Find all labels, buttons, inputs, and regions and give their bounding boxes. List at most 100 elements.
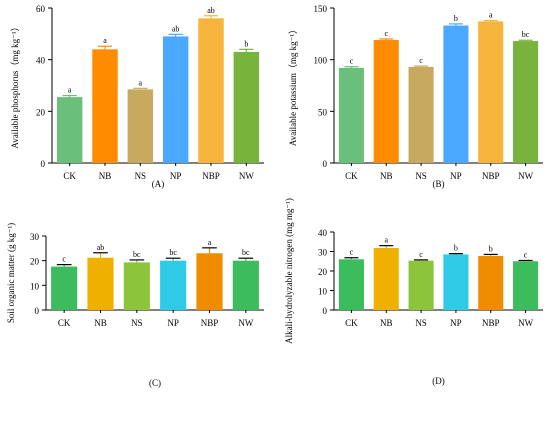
panel-a-x-tick-label: NP — [170, 171, 182, 181]
panel-b-y-tick-label: 100 — [314, 56, 328, 66]
panel-a-y-tick-label: 40 — [36, 56, 46, 66]
panel-b-x-tick-label: NW — [518, 171, 533, 181]
panel-b-significance-letter: c — [350, 57, 354, 66]
panel-c-bar-nbp — [196, 253, 223, 310]
panel-a-y-tick-label: 60 — [36, 4, 46, 14]
panel-d-significance-letter: a — [384, 236, 388, 245]
panel-a-x-tick-label: NW — [239, 171, 254, 181]
panel-d-y-tick-label: 20 — [318, 267, 328, 277]
panel-a-significance-letter: ab — [207, 6, 215, 15]
panel-c-bar-nw — [232, 260, 259, 310]
panel-d-significance-letter: c — [419, 250, 423, 259]
panel-b-y-axis-title: Available potassium（mg kg⁻¹） — [288, 25, 298, 146]
panel-d-x-tick-label: CK — [345, 318, 358, 328]
panel-a-y-tick-label: 0 — [41, 159, 46, 169]
panel-a-x-tick-label: NS — [135, 171, 147, 181]
panel-b-bar-nb — [373, 40, 399, 163]
panel-a-x-tick-label: NB — [99, 171, 112, 181]
panel-b-bar-np — [443, 25, 469, 163]
panel-a-bar-nb — [92, 49, 118, 164]
panel-a-bar-nw — [233, 51, 260, 163]
panel-d-y-axis-title: Alkali-hydrolyzable nitrogen (mg mg⁻¹) — [284, 198, 294, 344]
panel-c-x-tick-label: NP — [167, 318, 179, 328]
panel-b-y-tick-label: 50 — [318, 107, 328, 117]
panel-c-bar-np — [160, 260, 187, 310]
panel-c-significance-letter: bc — [169, 248, 177, 257]
panel-d-bar-np — [443, 254, 469, 310]
panel-d-panel-label: (D) — [432, 376, 445, 386]
panel-d-x-tick-label: NW — [518, 318, 533, 328]
panel-b-bar-ns — [408, 66, 434, 163]
panel-a-bar-ns — [127, 89, 154, 163]
panel-a-panel-label: (A) — [152, 179, 165, 189]
panel-c-y-tick-label: 0 — [35, 306, 40, 316]
panel-d-bar-ns — [408, 260, 434, 310]
panel-c-significance-letter: bc — [133, 250, 141, 259]
panel-a-significance-letter: a — [68, 86, 72, 95]
panel-b-significance-letter: b — [454, 14, 458, 23]
panel-c-y-tick-label: 30 — [30, 232, 40, 242]
panel-b-x-tick-label: NS — [415, 171, 427, 181]
panel-c-y-tick-label: 20 — [30, 257, 40, 267]
panel-d-bar-nb — [373, 247, 399, 310]
panel-c-x-tick-label: NBP — [201, 318, 219, 328]
panel-d-x-tick-label: NP — [450, 318, 462, 328]
panel-c-x-tick-label: NS — [131, 318, 143, 328]
chart-panel-b: 0 50 100 150 c CK c NB c NS b NP a NBP bc NW Available p… — [288, 4, 543, 189]
panel-a-significance-letter: b — [244, 39, 248, 48]
panel-d-x-tick-label: NS — [415, 318, 427, 328]
panel-c-significance-letter: c — [62, 255, 66, 264]
panel-d-x-tick-label: NBP — [482, 318, 500, 328]
panel-c-y-tick-label: 10 — [30, 281, 40, 291]
panel-b-y-tick-label: 150 — [314, 4, 328, 14]
panel-a-x-tick-label: CK — [63, 171, 76, 181]
panel-c-significance-letter: ab — [97, 243, 105, 252]
panel-c-x-tick-label: NW — [238, 318, 253, 328]
panel-d-y-tick-label: 0 — [323, 306, 328, 316]
panel-b-x-tick-label: NBP — [482, 171, 500, 181]
panel-d-significance-letter: c — [350, 248, 354, 257]
panel-a-bar-ck — [56, 97, 83, 163]
panel-a-significance-letter: a — [139, 78, 143, 87]
panel-a-significance-letter: a — [103, 36, 107, 45]
panel-b-significance-letter: c — [419, 56, 423, 65]
panel-a-y-tick-label: 20 — [36, 107, 46, 117]
panel-a-bar-np — [162, 36, 189, 163]
panel-d-bar-nw — [513, 261, 539, 310]
panel-d-bar-ck — [338, 259, 364, 310]
panel-b-significance-letter: a — [489, 11, 493, 20]
panel-d-y-tick-label: 10 — [318, 287, 328, 297]
panel-b-x-tick-label: NB — [380, 171, 393, 181]
panel-c-panel-label: (C) — [149, 378, 161, 388]
chart-panel-d: 0 10 20 30 40 c CK a NB c NS b NP b NBP c NW Alkali-hydro… — [284, 198, 543, 386]
panel-a-significance-letter: ab — [172, 24, 180, 33]
panel-d-significance-letter: b — [489, 244, 493, 253]
panel-b-panel-label: (B) — [433, 179, 445, 189]
panel-a-x-tick-label: NBP — [202, 171, 220, 181]
panel-c-significance-letter: a — [208, 238, 212, 247]
panel-d-significance-letter: b — [454, 244, 458, 253]
panel-b-significance-letter: c — [384, 29, 388, 38]
panel-a-y-axis-title: Available phosphorus（mg kg⁻¹） — [10, 22, 20, 148]
panel-b-x-tick-label: CK — [345, 171, 358, 181]
panel-d-significance-letter: c — [524, 250, 528, 259]
panel-a-bar-nbp — [198, 18, 224, 164]
panel-b-bar-ck — [338, 67, 364, 163]
panel-b-bar-nw — [513, 41, 539, 163]
chart-panel-a: 0 20 40 60 a CK a NB a NS ab NP ab NBP b NW Available ph… — [10, 4, 264, 189]
panel-d-y-tick-label: 30 — [318, 248, 328, 258]
panel-c-bar-ns — [123, 262, 150, 310]
chart-panel-c: 0 10 20 30 c CK ab NB bc NS bc NP a NBP bc NW Soil organ… — [6, 223, 264, 388]
panel-d-x-tick-label: NB — [380, 318, 393, 328]
panel-c-bar-nb — [87, 257, 114, 310]
panel-d-y-tick-label: 40 — [318, 228, 328, 238]
panel-c-x-tick-label: NB — [94, 318, 107, 328]
panel-c-y-axis-title: Soil organic matter (g kg⁻¹) — [6, 223, 16, 323]
panel-c-x-tick-label: CK — [58, 318, 71, 328]
panel-b-bar-nbp — [478, 21, 504, 163]
panel-c-bar-ck — [51, 266, 78, 310]
panel-c-significance-letter: bc — [242, 248, 250, 257]
panel-b-y-tick-label: 0 — [323, 159, 328, 169]
panel-b-significance-letter: bc — [522, 30, 530, 39]
